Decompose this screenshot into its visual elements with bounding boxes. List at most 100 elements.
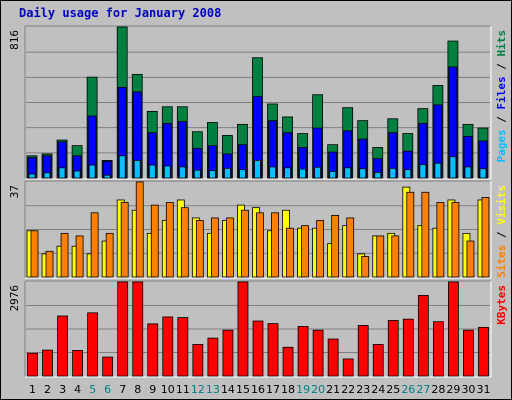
bar-pages-day-2 xyxy=(43,172,51,179)
bar-sites-day-21 xyxy=(331,214,340,278)
bar-sites-day-27 xyxy=(421,191,430,278)
panel-hits-files-pages-ymax-label: 816 xyxy=(8,30,21,50)
legend-hits: Hits xyxy=(495,30,508,57)
bar-pages-day-6 xyxy=(103,174,111,179)
bar-kbytes-day-20 xyxy=(312,329,324,377)
bar-pages-day-12 xyxy=(193,169,201,179)
bar-sites-day-24 xyxy=(376,235,385,278)
bar-pages-day-14 xyxy=(224,167,231,179)
bar-sites-day-31 xyxy=(481,197,490,278)
bar-pages-day-28 xyxy=(434,162,442,179)
bar-pages-day-11 xyxy=(178,166,186,179)
panel-visits-sites-ymax-label: 37 xyxy=(8,185,21,198)
bar-sites-day-23 xyxy=(361,256,370,278)
x-tick-label-day-11: 11 xyxy=(176,383,190,396)
bar-sites-day-25 xyxy=(391,235,400,278)
bar-kbytes-day-30 xyxy=(463,329,474,377)
bar-kbytes-day-5 xyxy=(87,312,99,377)
bar-kbytes-day-29 xyxy=(447,281,459,377)
bar-pages-day-1 xyxy=(28,173,36,179)
bar-sites-day-18 xyxy=(286,227,294,278)
bar-sites-day-9 xyxy=(150,204,159,278)
x-tick-label-day-28: 28 xyxy=(431,383,445,396)
bar-pages-day-27 xyxy=(419,164,427,179)
x-tick-label-day-10: 10 xyxy=(161,383,175,396)
bar-pages-day-21 xyxy=(329,171,337,179)
bar-pages-day-20 xyxy=(314,166,322,179)
bar-kbytes-day-18 xyxy=(282,346,294,377)
bar-kbytes-day-19 xyxy=(297,326,309,377)
x-tick-label-day-18: 18 xyxy=(281,383,295,396)
bar-sites-day-20 xyxy=(316,220,325,278)
bar-kbytes-day-28 xyxy=(432,321,444,377)
bar-sites-day-4 xyxy=(75,235,84,278)
x-tick-label-day-23: 23 xyxy=(356,383,370,396)
bar-pages-day-18 xyxy=(284,167,291,179)
x-tick-label-day-29: 29 xyxy=(446,383,460,396)
bar-kbytes-day-22 xyxy=(342,358,354,377)
legend-kbytes: KBytes xyxy=(495,285,508,325)
bar-pages-day-5 xyxy=(88,164,96,179)
bar-sites-day-2 xyxy=(45,250,54,278)
x-tick-label-day-9: 9 xyxy=(149,383,156,396)
bar-kbytes-day-1 xyxy=(27,352,38,377)
x-tick-label-day-5: 5 xyxy=(89,383,96,396)
bar-pages-day-22 xyxy=(344,167,352,179)
x-tick-label-day-12: 12 xyxy=(191,383,205,396)
panel-visits-sites-legend: Sites / Visits xyxy=(495,185,508,278)
bar-kbytes-day-24 xyxy=(372,344,384,377)
x-tick-label-day-8: 8 xyxy=(134,383,141,396)
bar-kbytes-day-4 xyxy=(72,350,83,377)
bar-kbytes-day-3 xyxy=(57,315,68,377)
bar-pages-day-3 xyxy=(58,167,66,179)
x-tick-label-day-27: 27 xyxy=(416,383,430,396)
x-tick-label-day-16: 16 xyxy=(251,383,265,396)
bar-sites-day-16 xyxy=(256,212,264,278)
legend-separator: / xyxy=(495,225,508,245)
bar-kbytes-day-13 xyxy=(207,337,219,377)
bar-pages-day-30 xyxy=(464,166,472,179)
bar-kbytes-day-26 xyxy=(402,318,414,377)
x-tick-label-day-7: 7 xyxy=(119,383,126,396)
bar-pages-day-13 xyxy=(208,170,216,179)
bar-kbytes-day-6 xyxy=(102,356,114,377)
bar-kbytes-day-9 xyxy=(147,323,159,377)
bar-sites-day-17 xyxy=(271,212,279,278)
x-tick-label-day-26: 26 xyxy=(401,383,415,396)
bar-sites-day-13 xyxy=(210,217,219,278)
bar-pages-day-24 xyxy=(374,172,382,179)
bar-pages-day-10 xyxy=(163,165,171,179)
bar-sites-day-15 xyxy=(241,209,249,278)
bar-kbytes-day-31 xyxy=(478,326,489,377)
bar-sites-day-1 xyxy=(30,230,39,278)
x-tick-label-day-15: 15 xyxy=(236,383,250,396)
x-tick-label-day-4: 4 xyxy=(74,383,81,396)
bar-pages-day-19 xyxy=(299,168,306,179)
bar-kbytes-day-11 xyxy=(177,317,189,377)
bar-sites-day-26 xyxy=(406,191,415,278)
bar-kbytes-day-27 xyxy=(417,295,429,377)
bar-pages-day-15 xyxy=(239,169,246,179)
legend-separator: / xyxy=(495,110,508,130)
x-tick-label-day-19: 19 xyxy=(296,383,310,396)
x-tick-label-day-20: 20 xyxy=(311,383,325,396)
legend-files: Files xyxy=(495,76,508,109)
legend-pages: Pages xyxy=(495,129,508,162)
bar-kbytes-day-15 xyxy=(237,281,249,377)
bar-pages-day-4 xyxy=(73,170,81,179)
bar-kbytes-day-16 xyxy=(252,320,264,377)
bar-sites-day-19 xyxy=(301,225,309,278)
panel-hits-files-pages-legend: Pages / Files / Hits xyxy=(495,30,508,163)
x-tick-label-day-3: 3 xyxy=(59,383,66,396)
legend-visits: Visits xyxy=(495,185,508,225)
bar-kbytes-day-10 xyxy=(162,316,174,377)
bar-sites-day-30 xyxy=(466,240,475,278)
bar-sites-day-6 xyxy=(105,232,114,278)
panel-kbytes-legend: KBytes xyxy=(495,285,508,325)
x-tick-label-day-31: 31 xyxy=(476,383,490,396)
bar-kbytes-day-12 xyxy=(192,344,204,377)
bar-kbytes-day-8 xyxy=(132,281,144,377)
bar-kbytes-day-25 xyxy=(387,320,399,377)
